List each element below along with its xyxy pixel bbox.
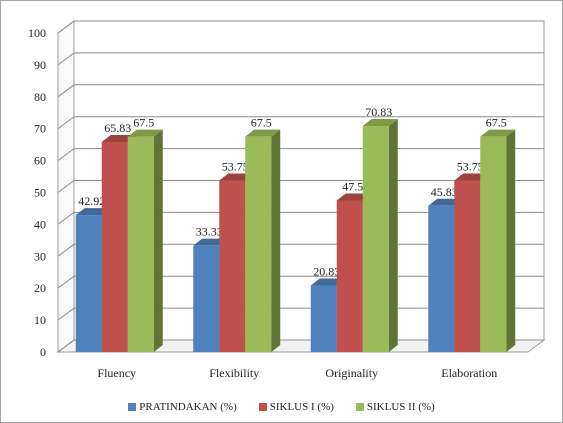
data-label: 47.5	[342, 179, 363, 193]
legend-label: SIKLUS I (%)	[269, 401, 334, 413]
x-tick-label: Flexibility	[209, 366, 259, 380]
legend-item: PRATINDAKAN (%)	[128, 401, 237, 413]
bar	[193, 245, 220, 352]
y-tick-label: 70	[34, 122, 46, 136]
bar-top	[127, 129, 163, 137]
gridline	[57, 116, 544, 130]
x-tick-label: Elaboration	[441, 366, 497, 380]
y-tick-label: 10	[34, 313, 46, 327]
gridline	[57, 84, 544, 98]
bar	[428, 205, 455, 352]
gridline	[57, 52, 544, 66]
bar-top	[362, 119, 398, 127]
data-label: 53.75	[457, 160, 484, 174]
bar	[362, 126, 389, 352]
bar-side	[153, 129, 163, 352]
bar	[310, 285, 337, 352]
bar	[480, 136, 507, 352]
bar	[454, 180, 481, 352]
bar	[336, 200, 363, 352]
data-label: 67.5	[251, 116, 272, 130]
legend-label: PRATINDAKAN (%)	[139, 401, 237, 413]
bar	[245, 136, 272, 352]
data-label: 67.5	[486, 116, 507, 130]
bar-top	[480, 129, 516, 137]
gridline	[57, 20, 544, 34]
legend-label: SIKLUS II (%)	[366, 401, 435, 413]
legend-swatch	[355, 403, 364, 411]
y-tick-label: 90	[34, 58, 46, 72]
y-tick-label: 80	[34, 90, 46, 104]
x-tick-label: Originality	[325, 366, 378, 380]
bar	[127, 136, 154, 352]
y-tick-label: 100	[28, 26, 46, 40]
x-tick-label: Fluency	[97, 366, 136, 380]
data-label: 53.75	[222, 160, 249, 174]
legend-item: SIKLUS I (%)	[258, 401, 334, 413]
y-tick-label: 60	[34, 154, 46, 168]
data-label: 45.83	[431, 185, 458, 199]
bar-top	[245, 129, 281, 137]
bar	[219, 180, 246, 352]
bar	[101, 142, 128, 352]
data-label: 67.5	[133, 116, 154, 130]
y-tick-label: 30	[34, 249, 46, 263]
legend-swatch	[258, 403, 267, 411]
data-label: 70.83	[365, 105, 392, 119]
y-tick-label: 50	[34, 186, 46, 200]
legend-item: SIKLUS II (%)	[355, 401, 435, 413]
bar-side	[506, 129, 516, 352]
data-label: 65.83	[104, 121, 131, 135]
data-label: 20.83	[313, 265, 340, 279]
data-label: 42.92	[78, 194, 105, 208]
y-tick-label: 20	[34, 281, 46, 295]
bar	[75, 215, 102, 352]
y-tick-label: 40	[34, 217, 46, 231]
y-tick-label: 0	[40, 345, 46, 359]
chart-legend: PRATINDAKAN (%) SIKLUS I (%) SIKLUS II (%)	[0, 398, 563, 416]
bar-side	[271, 129, 281, 352]
legend-swatch	[128, 403, 137, 411]
data-label: 33.33	[196, 225, 223, 239]
bar-side	[388, 119, 398, 352]
